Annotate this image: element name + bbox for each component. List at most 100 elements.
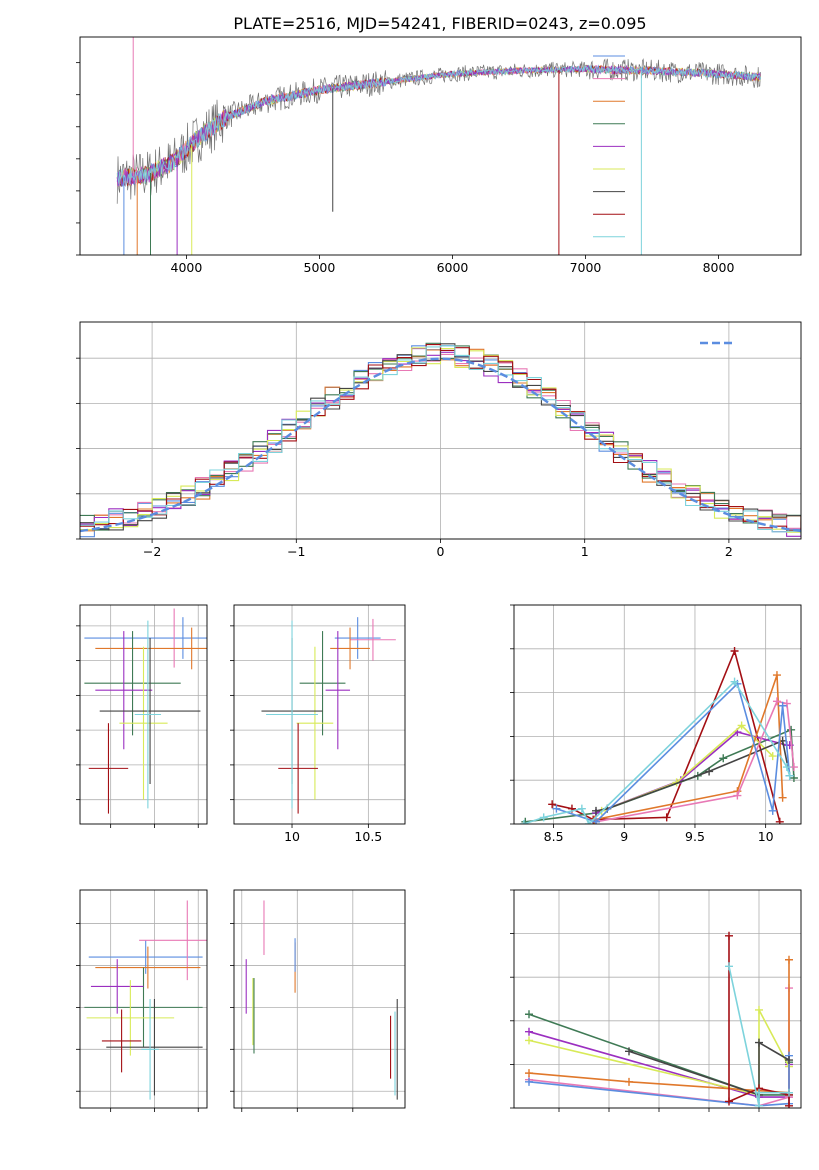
errorbar-point-kroupa-elodie (86, 980, 175, 1056)
errorbar-point-salpeter-elodie (325, 631, 351, 750)
weight-marker (705, 767, 714, 776)
errorbar-point-chabrier-elodie (84, 967, 203, 1048)
errorbar-point-salpeter-miles (350, 618, 396, 661)
histogram-salpeter-elodie (80, 348, 801, 537)
x-tick-label: 9 (620, 829, 628, 844)
weight-marker (725, 962, 733, 971)
weight-marker (782, 699, 791, 708)
weight-marker (625, 1047, 633, 1056)
weight-marker (539, 813, 548, 822)
x-tick-label: 8000 (703, 260, 735, 275)
x-tick-label: 9.5 (685, 829, 705, 844)
spectrum-line-salpeter-stelib (116, 65, 761, 187)
errorbar-point-kroupa-miles (95, 946, 201, 989)
errorbar-point-chabrier-miles (84, 617, 207, 659)
errorbar-point-kroupa-stelib (266, 620, 318, 809)
errorbar-point-chabrier-stelib (106, 999, 203, 1096)
weight-marker (789, 774, 798, 783)
weight-line-chabrier-miles (556, 682, 791, 823)
weight-marker (577, 804, 586, 813)
age-vs-z-panel (76, 604, 208, 828)
weight-marker (525, 1036, 533, 1045)
weight-marker (519, 820, 528, 824)
figure-title: PLATE=2516, MJD=54241, FIBERID=0243, z=0… (233, 14, 646, 33)
x-tick-label: 0 (437, 544, 445, 559)
weight-marker (548, 800, 557, 809)
x-tick-label: −2 (143, 544, 161, 559)
weight-marker (525, 1010, 533, 1019)
residual-histogram-panel: −2 −1 0 1 2 (76, 321, 802, 559)
axes-frame (233, 604, 406, 825)
weight-marker (592, 806, 600, 815)
gaussian-curve (80, 357, 801, 533)
weight-marker (785, 1088, 793, 1097)
axes-frame (233, 889, 406, 1109)
errorbar-point-chabrier-miles (88, 940, 203, 974)
errorbar-point-salpeter-stelib (101, 1009, 142, 1073)
errorbar-point-salpeter-stelib (88, 723, 129, 814)
weight-marker (584, 820, 593, 824)
weight-marker (525, 1069, 533, 1078)
x-tick-label: 6000 (437, 260, 469, 275)
plot-area (116, 37, 761, 255)
weight-marker (768, 806, 777, 815)
weight-marker (778, 793, 787, 802)
errorbar-point-kroupa-elodie (296, 646, 334, 800)
weight-marker (730, 677, 739, 686)
weight-marker (755, 1005, 763, 1014)
weight-marker (662, 813, 671, 822)
weight-marker (787, 725, 796, 734)
errorbar-point-chabrier-elodie (84, 631, 181, 736)
axes-frame (79, 889, 208, 1109)
x-tick-label: 2 (725, 544, 733, 559)
weight-marker (592, 817, 600, 824)
weight-marker (737, 721, 746, 730)
histogram-chabrier-stelib (80, 343, 801, 534)
axes-frame (513, 889, 802, 1109)
weight-marker (725, 931, 733, 940)
errorbar-point-kroupa-stelib (141, 999, 159, 1100)
errorbar-point-salpeter-stelib (278, 723, 318, 814)
errorbar-point-chabrier-miles (334, 617, 381, 659)
weight-marker (755, 1101, 763, 1108)
weight-marker (755, 1038, 763, 1047)
weight-marker (552, 804, 561, 813)
weight-vs-z-panel (510, 889, 802, 1112)
spectrum-line-kroupa-stelib (116, 65, 761, 186)
weight-marker (785, 1101, 793, 1108)
plot-area (525, 931, 793, 1108)
plot-area (80, 342, 801, 538)
weight-marker (625, 1077, 633, 1086)
weight-vs-age-panel: 8.5 9 9.5 10 (510, 604, 802, 844)
errorbar-point-kroupa-stelib (134, 620, 162, 809)
errorbar-point-kroupa-elodie (119, 646, 168, 800)
weight-line-chabrier-stelib (628, 1041, 790, 1097)
errorbar-point-kroupa-miles (95, 627, 207, 670)
x-tick-label: 8.5 (544, 829, 564, 844)
x-tick-label: 10 (758, 829, 774, 844)
x-tick-label: −1 (287, 544, 305, 559)
errorbar-point-salpeter-elodie (90, 959, 144, 1014)
weight-marker (785, 771, 794, 780)
errorbar-point-salpeter-elodie (95, 631, 153, 750)
weight-line-kroupa-miles (528, 959, 790, 1094)
plot-area (84, 900, 207, 1100)
weight-marker (525, 1077, 533, 1086)
axes-frame (79, 604, 208, 825)
axes-frame (79, 321, 802, 540)
x-tick-label: 5000 (304, 260, 336, 275)
x-tick-label: 10.5 (354, 829, 382, 844)
plot-area (84, 608, 207, 814)
mass-vs-ebv-panel (230, 889, 406, 1112)
plot-area (519, 646, 798, 824)
weight-marker (785, 1056, 793, 1065)
age-vs-mass-panel: 10 10.5 (230, 604, 406, 844)
weight-marker (789, 763, 798, 772)
plot-area (261, 617, 396, 814)
histogram-kroupa-stelib (80, 345, 801, 535)
weight-marker (772, 697, 781, 706)
weight-line-salpeter-stelib (552, 648, 781, 823)
errorbar-point-kroupa-miles (330, 627, 370, 670)
axes-frame (79, 36, 802, 256)
